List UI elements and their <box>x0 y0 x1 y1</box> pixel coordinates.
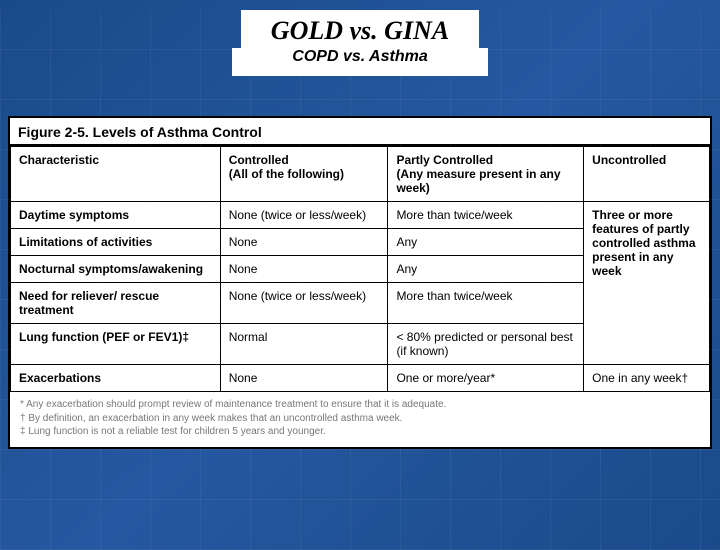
slide-background-grid <box>0 10 720 550</box>
